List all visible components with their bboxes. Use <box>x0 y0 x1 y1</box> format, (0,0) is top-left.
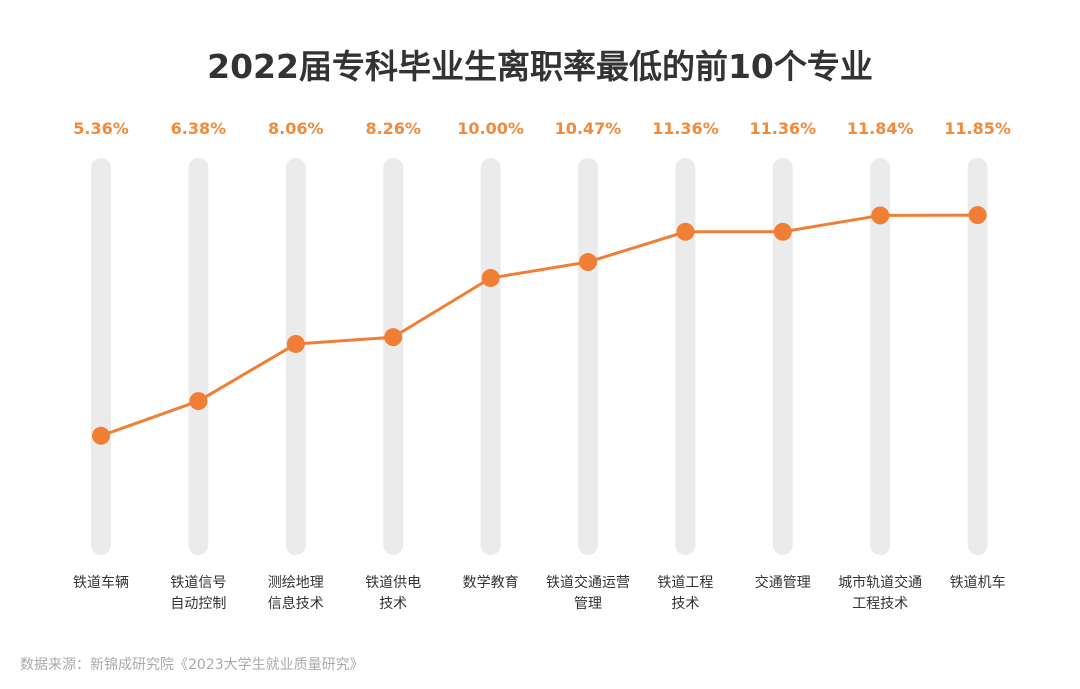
data-label: 5.36% <box>73 119 129 138</box>
category-label: 技术 <box>379 596 407 612</box>
track-bar <box>870 158 891 555</box>
category-label: 铁道信号 <box>170 575 226 591</box>
category-label: 信息技术 <box>268 595 324 612</box>
track-bar <box>383 158 404 555</box>
category-label: 城市轨道交通 <box>838 574 922 591</box>
data-source: 数据来源：新锦成研究院《2023大学生就业质量研究》 <box>20 657 364 673</box>
data-label: 11.84% <box>847 119 914 138</box>
data-label: 8.26% <box>365 119 421 138</box>
data-point <box>968 206 987 225</box>
chart-title: 2022届专科毕业生离职率最低的前10个专业 <box>207 47 873 86</box>
data-point <box>579 253 597 272</box>
data-label: 6.38% <box>171 119 227 138</box>
track-bar <box>188 158 209 555</box>
data-point <box>676 222 695 241</box>
data-point <box>871 206 890 225</box>
category-label: 铁道交通运营 <box>546 574 630 591</box>
data-label: 10.00% <box>457 119 524 138</box>
category-label: 测绘地理 <box>268 575 324 591</box>
data-label: 11.85% <box>944 119 1011 138</box>
data-point <box>286 334 305 353</box>
data-label: 11.36% <box>652 119 719 138</box>
data-label: 11.36% <box>749 119 816 138</box>
category-label: 工程技术 <box>852 596 908 612</box>
track-bar <box>967 158 988 555</box>
category-label: 自动控制 <box>170 596 226 612</box>
data-label: 8.06% <box>268 119 324 138</box>
track-bar <box>675 158 696 555</box>
data-point <box>384 328 403 347</box>
category-label: 铁道供电 <box>365 575 421 591</box>
track-bar <box>480 158 501 555</box>
track-bar <box>91 158 111 555</box>
category-label: 铁道车辆 <box>73 574 129 591</box>
category-label: 铁道工程 <box>657 575 713 591</box>
series-line <box>100 213 978 438</box>
track-bar <box>772 158 793 555</box>
data-label: 10.47% <box>555 119 622 138</box>
category-label: 交通管理 <box>755 574 811 591</box>
category-label: 铁道机车 <box>950 574 1006 591</box>
data-point <box>189 392 208 411</box>
track-bar <box>578 158 598 555</box>
track-bar <box>285 158 306 555</box>
category-label: 管理 <box>574 596 602 612</box>
data-point <box>773 222 792 241</box>
category-label: 数学教育 <box>463 575 519 591</box>
category-label: 技术 <box>671 596 699 612</box>
data-point <box>92 426 110 445</box>
data-point <box>481 269 500 287</box>
